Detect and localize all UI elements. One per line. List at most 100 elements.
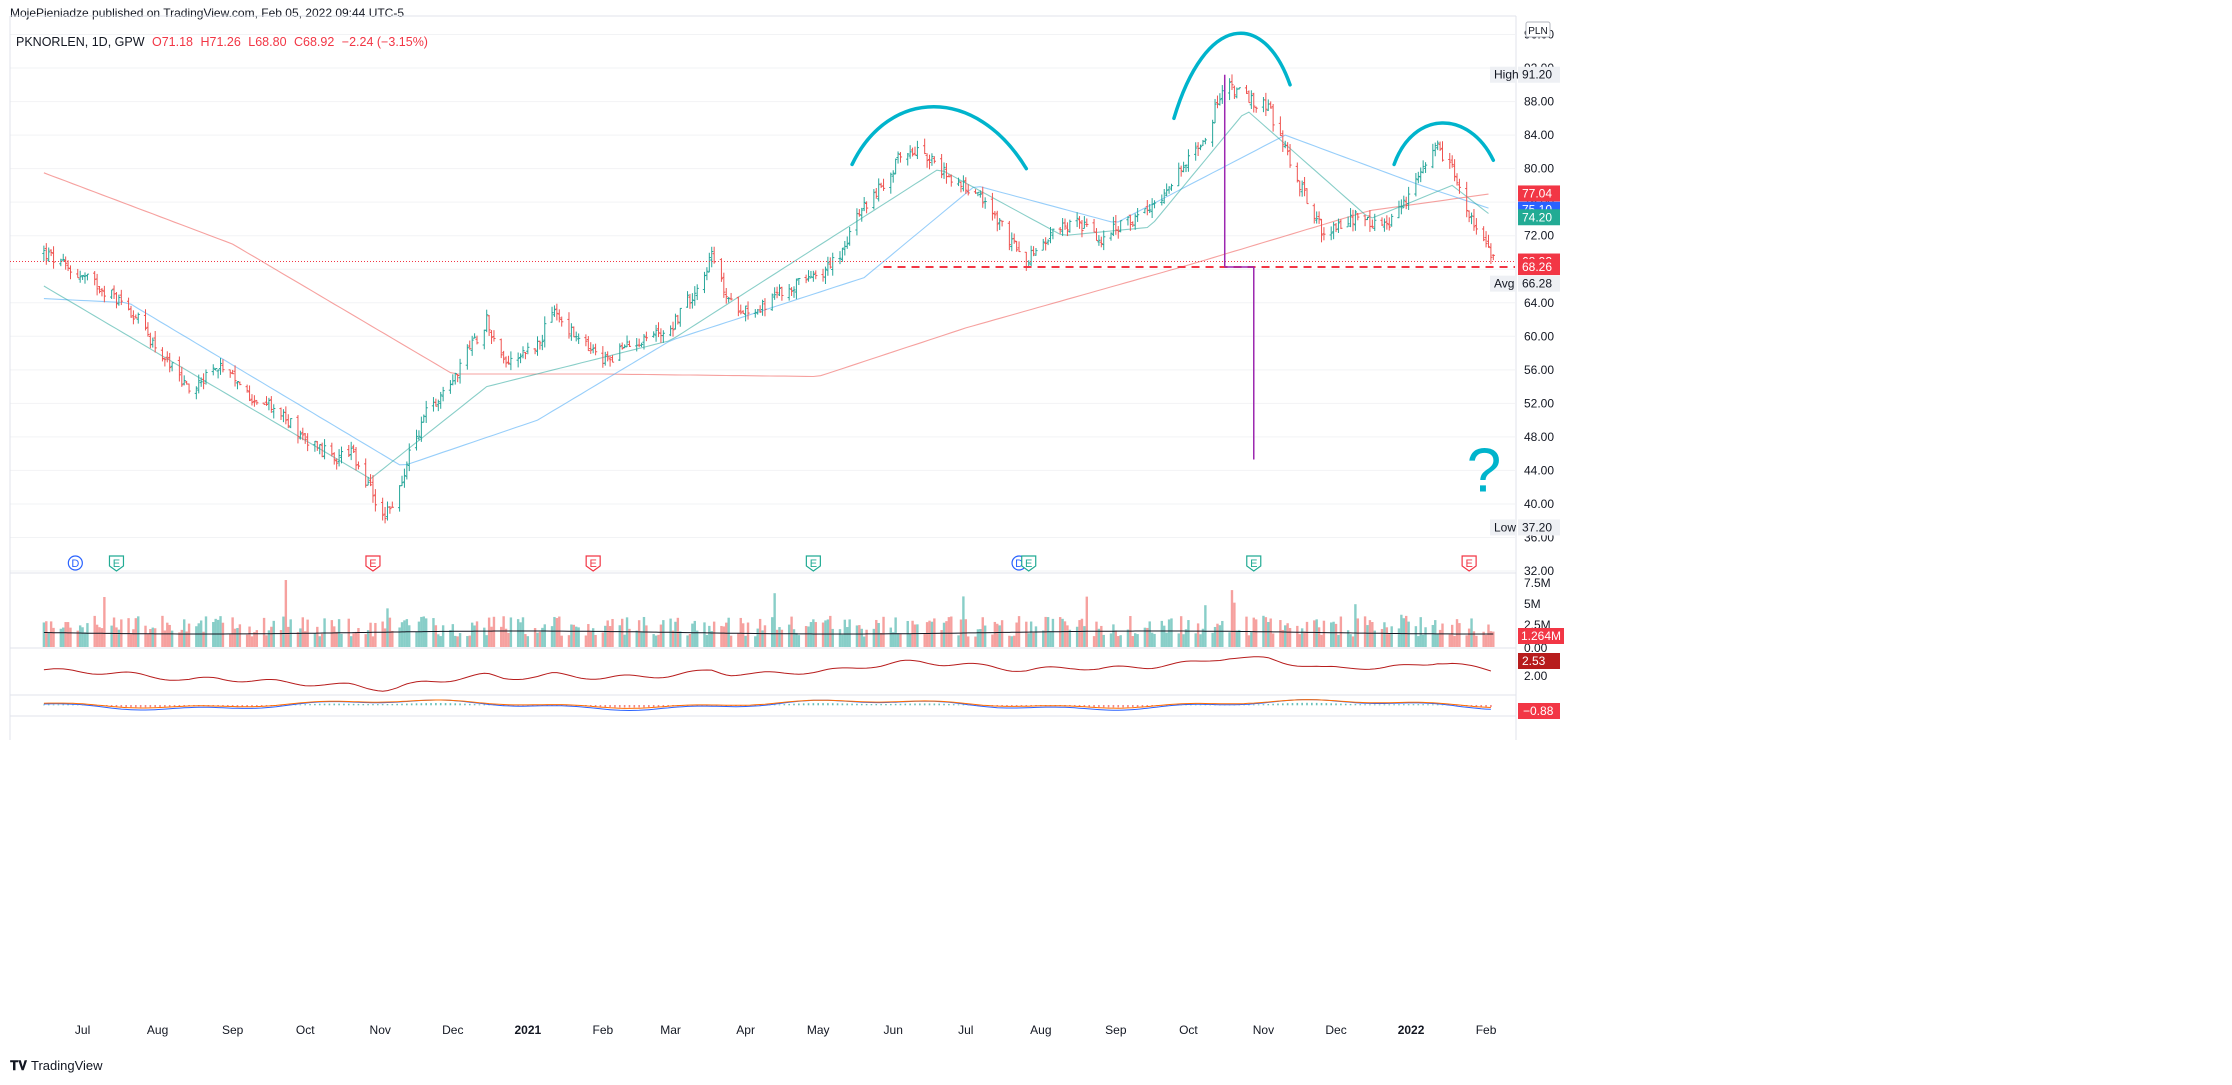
osc-hist-bar	[144, 705, 147, 708]
head-arc	[1172, 31, 1292, 121]
osc-hist-bar	[1402, 704, 1405, 706]
price-bar	[160, 347, 165, 362]
osc-hist-bar	[860, 703, 863, 706]
osc-hist-bar	[1335, 703, 1337, 706]
osc-hist-bar	[352, 703, 355, 706]
volume-bar	[132, 629, 135, 647]
stat-badge-value: 66.28	[1522, 277, 1552, 291]
volume-bar	[567, 635, 571, 647]
price-bar	[932, 156, 936, 164]
ma-line-ma-long	[43, 172, 1489, 378]
price-bar	[623, 344, 627, 349]
volume-bar	[1083, 626, 1086, 647]
volume-bar	[1160, 620, 1164, 647]
osc-hist-bar	[952, 704, 955, 706]
price-bar	[472, 333, 477, 339]
volume-bar	[858, 625, 861, 647]
price-bar	[1438, 141, 1442, 151]
volume-bar	[287, 626, 290, 647]
osc-hist-bar	[1112, 705, 1115, 708]
price-bar	[741, 310, 745, 314]
price-bar	[1080, 220, 1084, 238]
price-bar	[1419, 167, 1423, 183]
volume-bar	[787, 624, 791, 647]
volume-bar	[219, 616, 222, 647]
price-bar	[906, 152, 910, 166]
price-bar	[860, 207, 864, 222]
price-bar	[211, 364, 215, 376]
symbol-legend[interactable]: PKNORLEN, 1D, GPW O71.18 H71.26 L68.80 C…	[16, 35, 428, 49]
volume-bar	[739, 617, 742, 647]
price-bar	[262, 402, 266, 405]
osc-hist-bar	[856, 703, 858, 706]
price-bar	[1356, 212, 1360, 221]
osc-hist-bar	[1417, 704, 1420, 706]
volume-bar	[662, 620, 665, 647]
price-bar	[560, 316, 564, 327]
osc-hist-bar	[464, 703, 466, 706]
price-bar	[1261, 97, 1266, 113]
osc-hist-bar	[1117, 705, 1120, 708]
volume-bar	[1288, 628, 1292, 647]
price-bar	[489, 330, 494, 344]
osc-hist-bar	[865, 703, 868, 706]
price-bar	[572, 326, 576, 338]
price-bar	[1491, 254, 1495, 261]
price-bar	[1329, 226, 1333, 241]
volume-bar	[349, 636, 353, 647]
price-bar	[313, 440, 317, 452]
volume-bar	[703, 622, 706, 647]
volume-bar	[1346, 630, 1350, 647]
volume-bar	[594, 634, 597, 647]
volume-bar	[645, 625, 648, 647]
volume-bar	[313, 633, 317, 647]
osc-hist-bar	[889, 703, 892, 706]
osc-hist-bar	[444, 703, 447, 706]
volume-bar	[1097, 628, 1101, 647]
footer-brand[interactable]: 𝐓𝐕 TradingView	[10, 1058, 103, 1074]
osc-hist-bar	[788, 703, 790, 706]
price-bar	[264, 396, 269, 406]
osc-hist-bar	[483, 704, 486, 706]
volume-bar	[282, 616, 285, 647]
volume-bar	[83, 632, 87, 647]
stat-badge-label: High	[1494, 68, 1519, 82]
price-bar	[1305, 188, 1309, 205]
volume-bar	[1228, 632, 1231, 647]
volume-bar	[809, 622, 813, 647]
volume-bar	[47, 632, 50, 647]
price-bar	[1346, 216, 1350, 228]
price-tick-label: 44.00	[1524, 463, 1554, 477]
volume-bar	[657, 634, 660, 647]
price-bar	[746, 301, 750, 320]
volume-bar	[979, 629, 982, 647]
volume-bar	[483, 627, 486, 647]
volume-bar	[434, 625, 438, 647]
volume-bar	[829, 615, 832, 647]
volume-bar	[659, 624, 663, 647]
svg-text:E: E	[589, 558, 596, 570]
volume-bar	[519, 622, 522, 647]
symbol-name[interactable]: PKNORLEN, 1D, GPW	[16, 35, 145, 49]
price-bar	[1102, 230, 1106, 251]
price-bar	[1133, 213, 1137, 230]
volume-bar	[1453, 635, 1456, 647]
price-bar	[661, 330, 665, 343]
price-bar	[102, 285, 106, 303]
volume-bar	[1441, 623, 1444, 647]
price-bar	[1353, 209, 1357, 231]
price-bar	[1109, 232, 1113, 241]
osc-hist-bar	[135, 705, 137, 708]
osc-hist-bar	[1407, 704, 1410, 706]
volume-bar	[262, 617, 266, 647]
volume-bar	[727, 617, 730, 647]
volume-bar	[1254, 619, 1258, 647]
price-bar	[197, 374, 201, 394]
volume-bar	[1148, 621, 1151, 647]
time-axis: Jul Aug Sep Oct Nov Dec 2021 Feb Mar Apr May Jun Jul…	[75, 1023, 1497, 1037]
volume-bar	[1383, 622, 1386, 647]
price-bar	[337, 449, 341, 467]
price-bar	[1034, 247, 1038, 256]
volume-bar	[473, 625, 476, 647]
